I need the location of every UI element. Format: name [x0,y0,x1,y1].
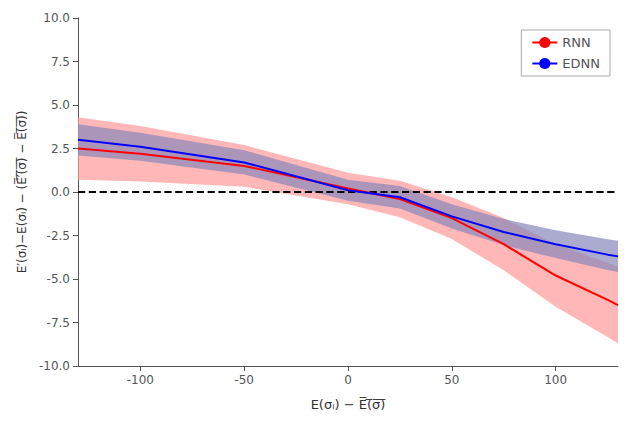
svg-text:10.0: 10.0 [43,11,70,25]
svg-text:EDNN: EDNN [562,56,600,71]
svg-text:E′(σᵢ)−E(σᵢ) − (E̅′̅(̅σ̅)̅ − E: E′(σᵢ)−E(σᵢ) − (E̅′̅(̅σ̅)̅ − E̅(̅σ̅)̅) [14,111,29,274]
svg-text:-10.0: -10.0 [39,359,70,373]
svg-text:2.5: 2.5 [51,142,70,156]
svg-text:100: 100 [544,373,567,387]
svg-text:-50: -50 [234,373,254,387]
svg-text:7.5: 7.5 [51,55,70,69]
svg-text:E(σᵢ) − E̅(̅σ̅)̅: E(σᵢ) − E̅(̅σ̅)̅ [311,397,387,412]
svg-text:-2.5: -2.5 [47,229,70,243]
svg-text:-7.5: -7.5 [47,316,70,330]
svg-text:0: 0 [344,373,352,387]
svg-text:5.0: 5.0 [51,98,70,112]
svg-text:0.0: 0.0 [51,185,70,199]
svg-text:50: 50 [444,373,459,387]
svg-text:-100: -100 [127,373,154,387]
svg-text:RNN: RNN [562,35,590,50]
svg-text:-5.0: -5.0 [47,272,70,286]
